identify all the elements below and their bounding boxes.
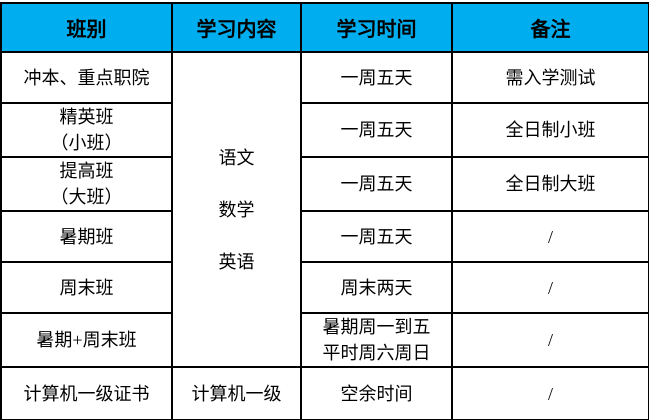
table-row: 暑期+周末班 暑期周一到五 平时周六周日 / [0, 312, 649, 368]
note-cell: / [451, 210, 649, 263]
table-row: 暑期班 一周五天 / [0, 210, 649, 263]
time-cell: 暑期周一到五 平时周六周日 [300, 312, 453, 368]
time-cell: 一周五天 [300, 156, 453, 212]
time-cell: 一周五天 [300, 102, 453, 158]
class-name-cell: 精英班 （小班） [0, 102, 173, 158]
header-row: 班别 学习内容 学习时间 备注 [0, 2, 649, 53]
time-cell: 空余时间 [300, 366, 453, 420]
table-row: 冲本、重点职院 语文 数学 英语 一周五天 需入学测试 [0, 51, 649, 368]
note-cell: 需入学测试 [451, 51, 649, 104]
header-cell-study-time: 学习时间 [300, 2, 453, 53]
class-name-cell: 提高班 （大班） [0, 156, 173, 212]
class-name-cell: 暑期班 [0, 210, 173, 263]
note-cell: 全日制小班 [451, 102, 649, 158]
table-row: 周末班 周末两天 / [0, 261, 649, 314]
class-name-cell: 暑期+周末班 [0, 312, 173, 368]
note-cell: / [451, 366, 649, 420]
table-row: 提高班 （大班） 一周五天 全日制大班 [0, 156, 649, 212]
table-body: 冲本、重点职院 语文 数学 英语 一周五天 需入学测试 精英班 （小班） 一周五… [0, 51, 649, 420]
time-cell: 周末两天 [300, 261, 453, 314]
table-row: 计算机一级证书 计算机一级 空余时间 / [0, 366, 649, 420]
class-name-cell: 周末班 [0, 261, 173, 314]
note-cell: / [451, 261, 649, 314]
table-header: 班别 学习内容 学习时间 备注 [0, 2, 649, 53]
header-cell-study-content: 学习内容 [171, 2, 302, 53]
header-cell-remarks: 备注 [451, 2, 649, 53]
table-row: 精英班 （小班） 一周五天 全日制小班 [0, 102, 649, 158]
content-cell: 计算机一级 [171, 366, 302, 420]
time-cell: 一周五天 [300, 210, 453, 263]
class-name-cell: 冲本、重点职院 [0, 51, 173, 104]
time-cell: 一周五天 [300, 51, 453, 104]
subjects-merged-cell: 语文 数学 英语 [171, 51, 302, 368]
class-name-cell: 计算机一级证书 [0, 366, 173, 420]
header-cell-class-type: 班别 [0, 2, 173, 53]
note-cell: 全日制大班 [451, 156, 649, 212]
note-cell: / [451, 312, 649, 368]
